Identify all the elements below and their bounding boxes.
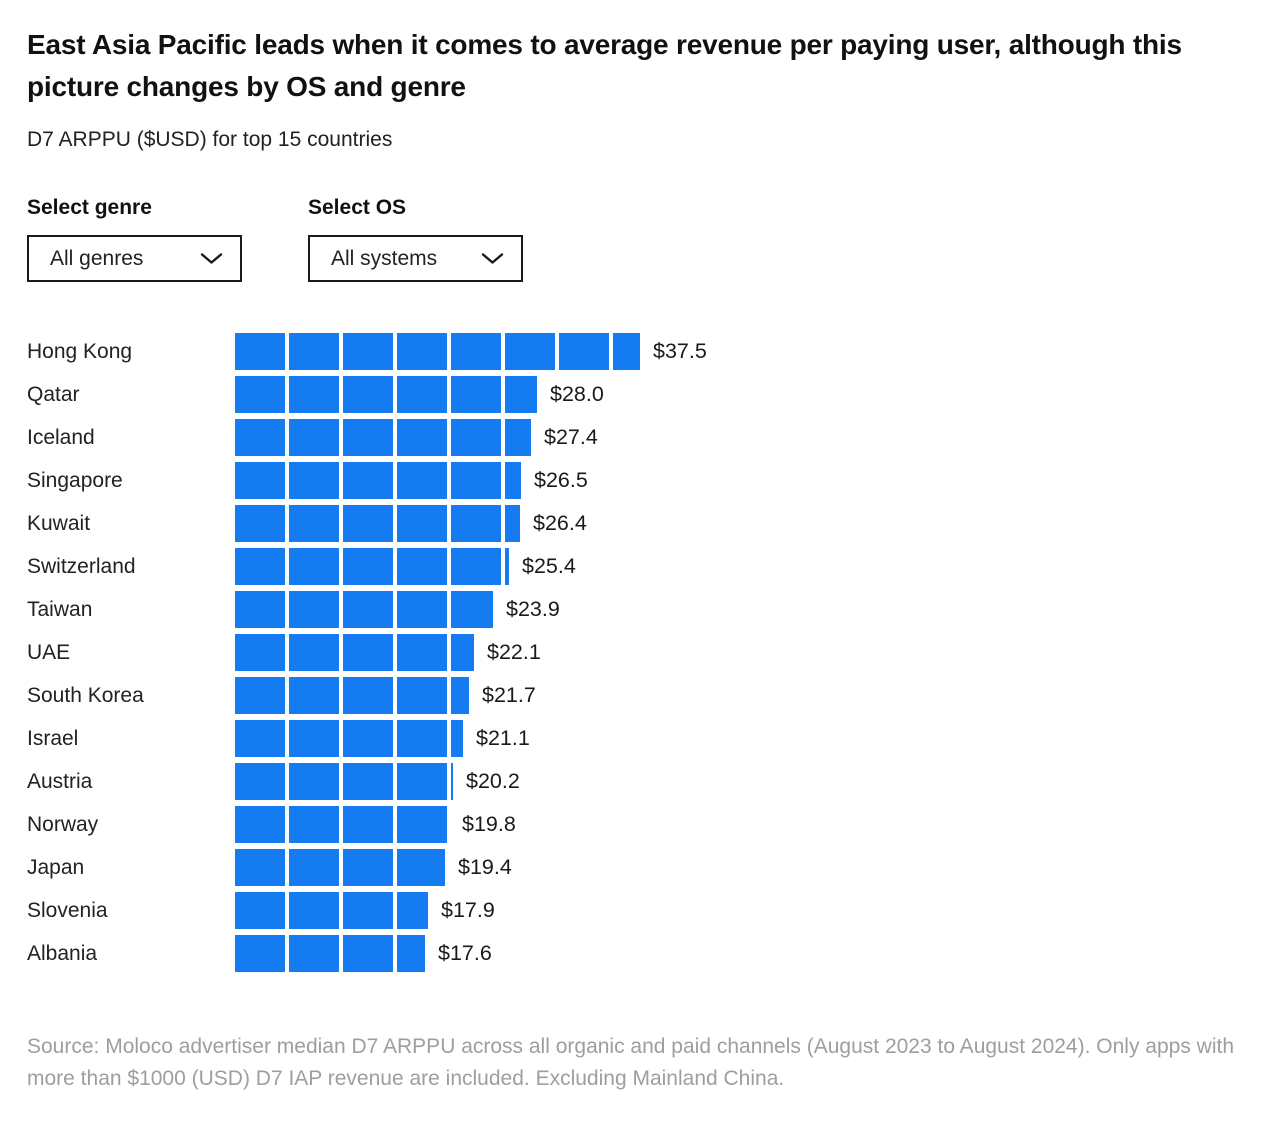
bar[interactable]: [235, 333, 640, 370]
bar-value: $19.4: [458, 855, 512, 879]
bar-label: Israel: [27, 726, 79, 750]
bar-label: Qatar: [27, 382, 80, 406]
bar-label: Switzerland: [27, 554, 136, 578]
chevron-down-icon: [481, 252, 504, 265]
bar[interactable]: [235, 849, 445, 886]
bar[interactable]: [235, 376, 537, 413]
bar[interactable]: [235, 892, 428, 929]
bar-label: Norway: [27, 812, 99, 836]
genre-dropdown-value: All genres: [50, 246, 144, 270]
bar[interactable]: [235, 591, 493, 628]
bar-row: Taiwan $23.9: [27, 588, 1253, 631]
bar-chart: Hong Kong $37.5 Qatar $28.0 Iceland $27.4 Sing…: [27, 330, 1253, 975]
bar-value: $21.7: [482, 683, 536, 707]
genre-filter-group: Select genre All genres: [27, 196, 242, 282]
bar-row: Japan $19.4: [27, 846, 1253, 889]
bar[interactable]: [235, 720, 463, 757]
bar-row: Norway $19.8: [27, 803, 1253, 846]
bar-value: $21.1: [476, 726, 530, 750]
bar[interactable]: [235, 505, 520, 542]
chart-subtitle: D7 ARPPU ($USD) for top 15 countries: [27, 128, 393, 151]
bar[interactable]: [235, 462, 521, 499]
bar-label: Japan: [27, 855, 85, 879]
bar-label: Slovenia: [27, 898, 108, 922]
bar-row: South Korea $21.7: [27, 674, 1253, 717]
bar-label: Austria: [27, 769, 93, 793]
bar-row: UAE $22.1: [27, 631, 1253, 674]
bar-row: Hong Kong $37.5: [27, 330, 1253, 373]
bar-row: Switzerland $25.4: [27, 545, 1253, 588]
source-note: Source: Moloco advertiser median D7 ARPP…: [27, 1035, 1235, 1090]
bar[interactable]: [235, 935, 425, 972]
bar-row: Israel $21.1: [27, 717, 1253, 760]
bar-value: $26.5: [534, 468, 588, 492]
bar-value: $19.8: [462, 812, 516, 836]
filter-bar: Select genre All genres Select OS All sy…: [27, 196, 1253, 282]
bar-row: Qatar $28.0: [27, 373, 1253, 416]
bar-value: $28.0: [550, 382, 604, 406]
bar-value: $22.1: [487, 640, 541, 664]
bar-value: $17.9: [441, 898, 495, 922]
page: East Asia Pacific leads when it comes to…: [27, 29, 1253, 1090]
bar-value: $25.4: [522, 554, 576, 578]
bar-label: Taiwan: [27, 597, 93, 621]
bar-label: Singapore: [27, 468, 123, 492]
bar-value: $23.9: [506, 597, 560, 621]
bar[interactable]: [235, 763, 453, 800]
os-filter-label: Select OS: [308, 196, 407, 219]
bar-value: $37.5: [653, 339, 707, 363]
bar-value: $27.4: [544, 425, 598, 449]
bar[interactable]: [235, 634, 474, 671]
genre-dropdown[interactable]: All genres: [27, 235, 242, 282]
bar-label: UAE: [27, 640, 71, 664]
bar-row: Austria $20.2: [27, 760, 1253, 803]
bar-label: South Korea: [27, 683, 144, 707]
bar-row: Singapore $26.5: [27, 459, 1253, 502]
chevron-down-icon: [200, 252, 223, 265]
bar[interactable]: [235, 548, 509, 585]
bar-label: Kuwait: [27, 511, 91, 535]
genre-filter-label: Select genre: [27, 196, 152, 219]
os-dropdown-value: All systems: [331, 246, 438, 270]
os-filter-group: Select OS All systems: [308, 196, 523, 282]
bar-value: $26.4: [533, 511, 587, 535]
bar[interactable]: [235, 677, 469, 714]
bar[interactable]: [235, 419, 531, 456]
bar-row: Iceland $27.4: [27, 416, 1253, 459]
bar-value: $17.6: [438, 941, 492, 965]
bar[interactable]: [235, 806, 449, 843]
bar-label: Albania: [27, 941, 98, 965]
bar-row: Slovenia $17.9: [27, 889, 1253, 932]
page-title: East Asia Pacific leads when it comes to…: [27, 29, 1182, 102]
bar-label: Hong Kong: [27, 339, 133, 363]
os-dropdown[interactable]: All systems: [308, 235, 523, 282]
bar-label: Iceland: [27, 425, 95, 449]
bar-value: $20.2: [466, 769, 520, 793]
bar-row: Albania $17.6: [27, 932, 1253, 975]
bar-row: Kuwait $26.4: [27, 502, 1253, 545]
